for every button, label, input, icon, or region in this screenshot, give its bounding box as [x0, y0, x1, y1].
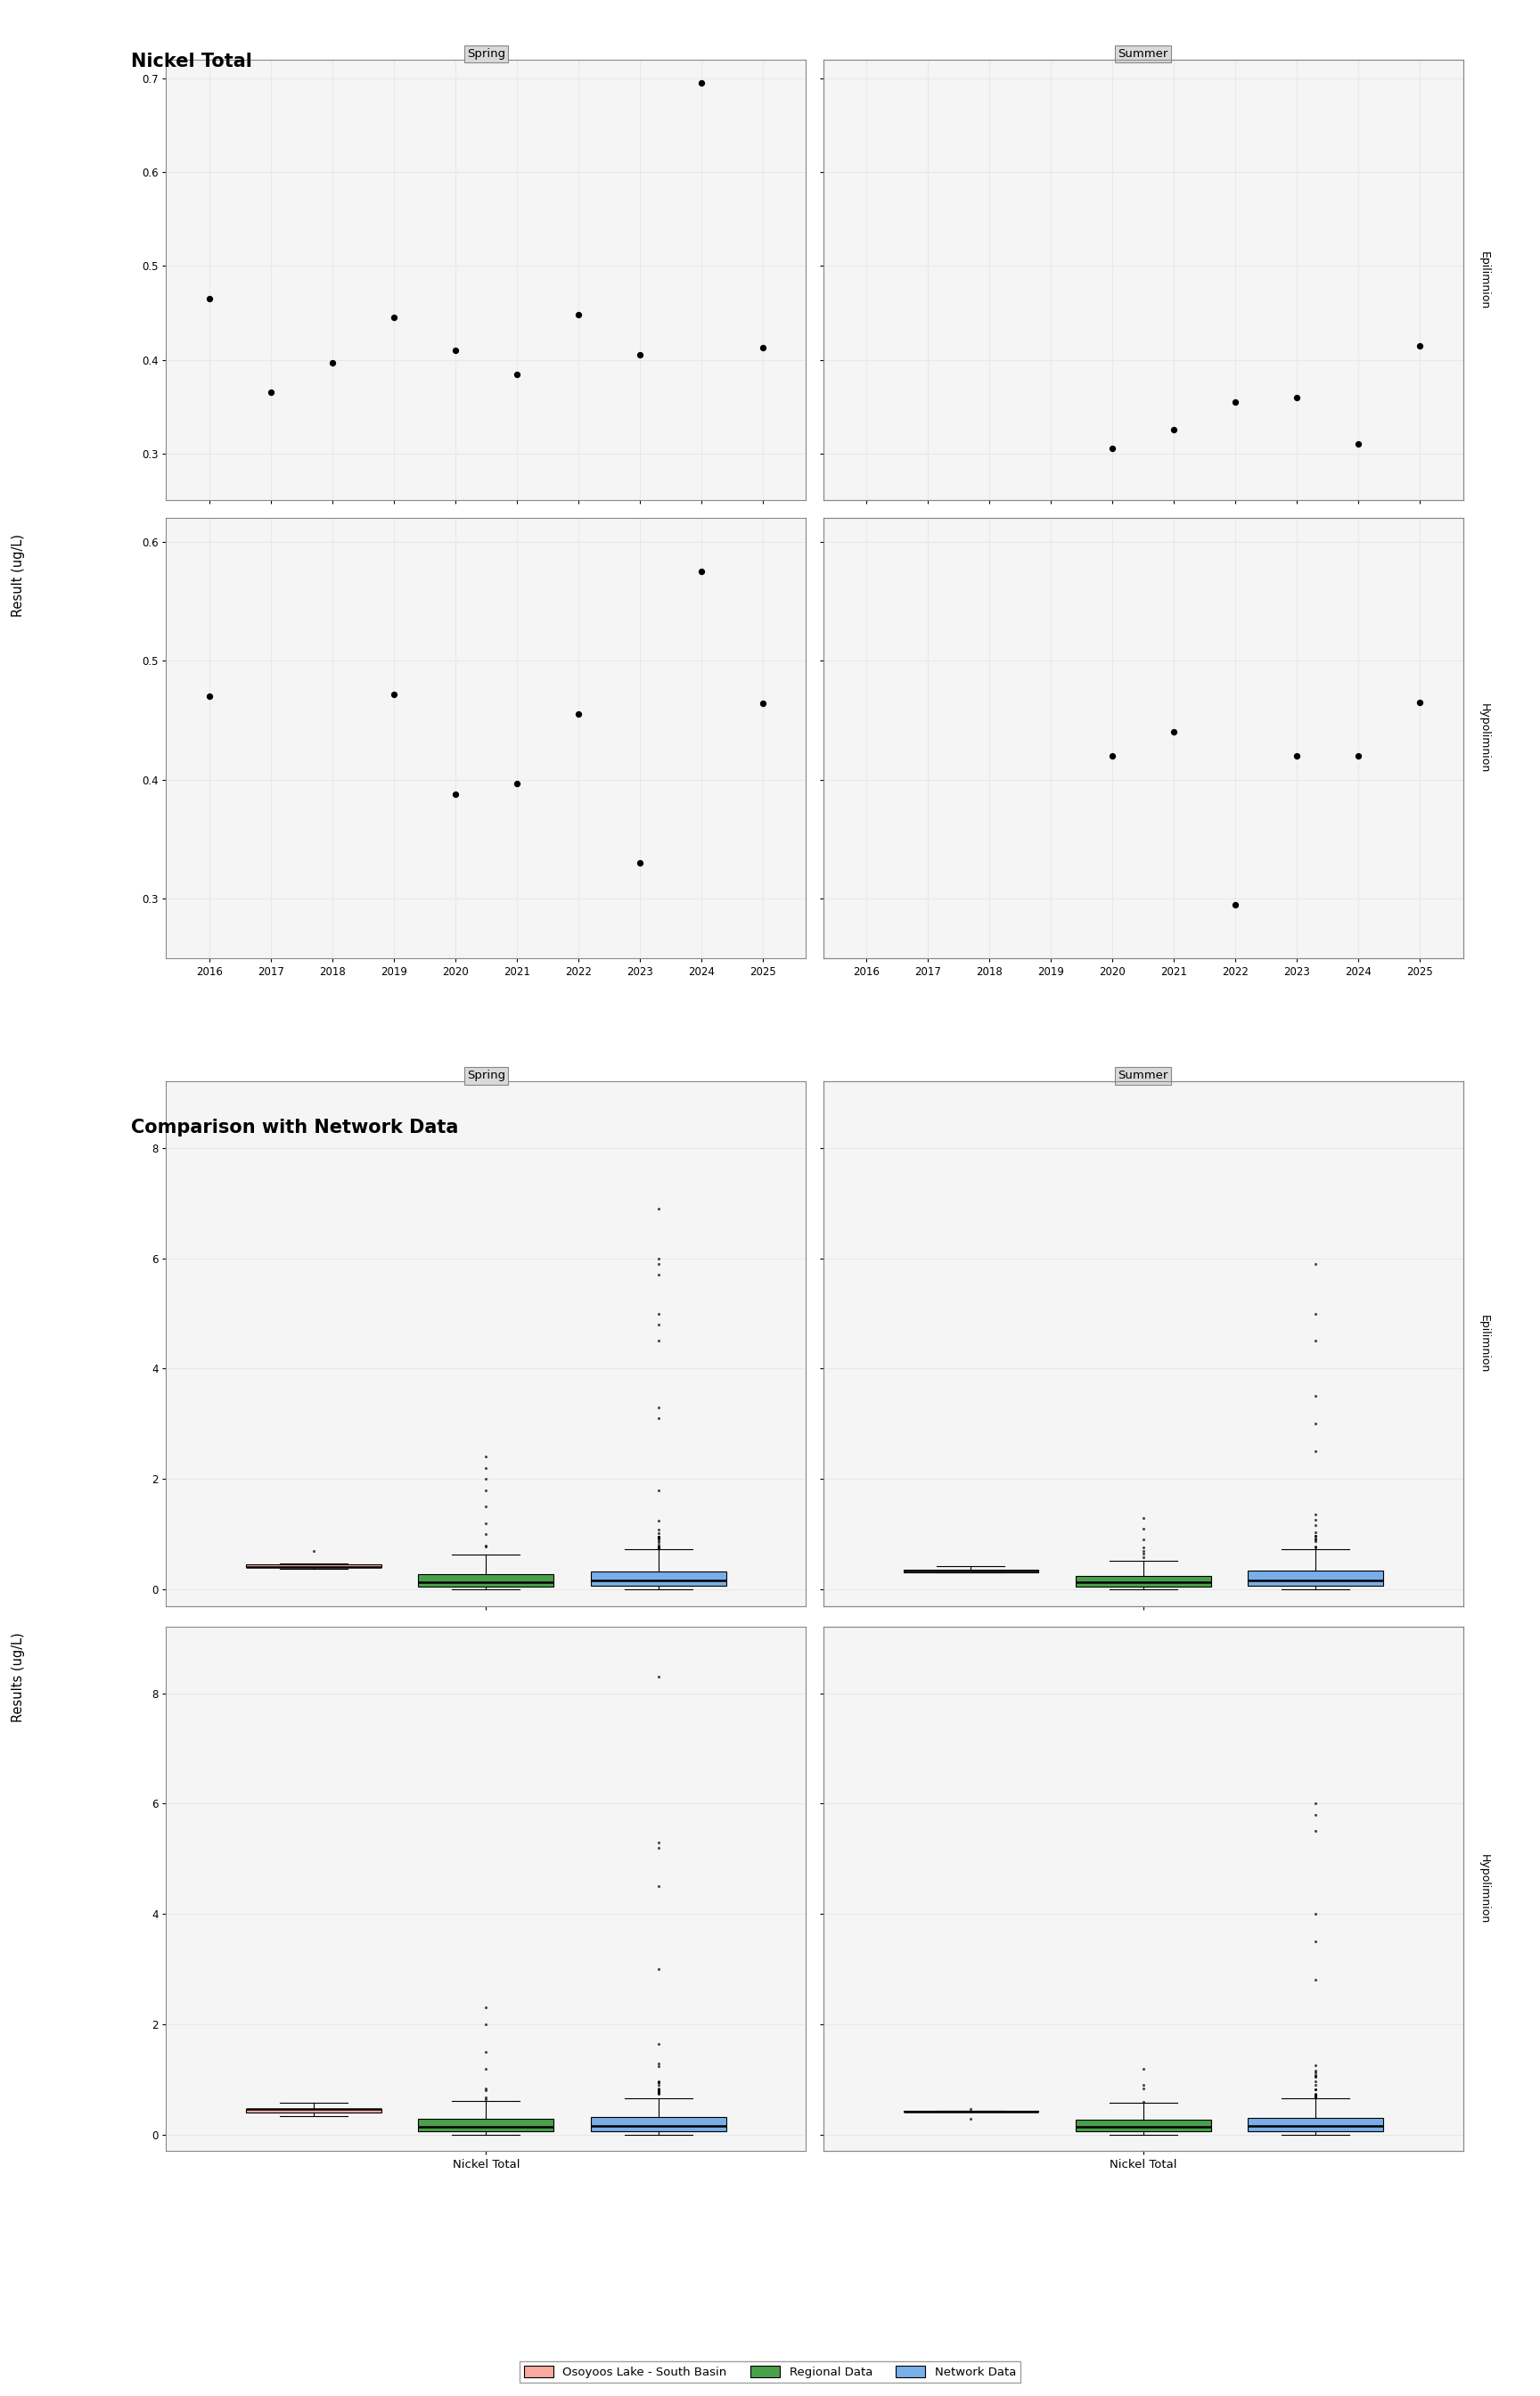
Point [382, 300, 407, 338]
Point [197, 280, 222, 319]
Point [444, 774, 468, 812]
Point [750, 685, 775, 724]
Point [567, 695, 591, 733]
Point [382, 676, 407, 714]
Text: Comparison with Network Data: Comparison with Network Data [131, 1119, 459, 1136]
Title: Summer: Summer [1118, 1071, 1169, 1081]
Title: Spring: Spring [467, 48, 505, 60]
Title: Spring: Spring [467, 1071, 505, 1081]
Point [1100, 429, 1124, 467]
Point [1408, 326, 1432, 364]
PathPatch shape [1247, 1572, 1383, 1586]
PathPatch shape [419, 1574, 554, 1586]
Point [1161, 714, 1186, 752]
Point [1284, 738, 1309, 776]
Text: Nickel Total: Nickel Total [131, 53, 253, 69]
PathPatch shape [246, 2108, 382, 2113]
Point [627, 843, 651, 882]
Point [1346, 424, 1371, 462]
PathPatch shape [1075, 2120, 1210, 2132]
Point [1408, 683, 1432, 721]
Point [1346, 738, 1371, 776]
Point [1223, 887, 1247, 925]
Legend: Osoyoos Lake - South Basin, Regional Data, Network Data: Osoyoos Lake - South Basin, Regional Dat… [519, 2360, 1021, 2384]
Point [1284, 379, 1309, 417]
Point [688, 65, 713, 103]
Point [505, 764, 530, 803]
Point [320, 343, 345, 381]
Point [567, 295, 591, 333]
PathPatch shape [246, 1565, 382, 1567]
Point [627, 335, 651, 374]
PathPatch shape [419, 2118, 554, 2132]
Point [688, 553, 713, 592]
PathPatch shape [591, 1572, 725, 1586]
PathPatch shape [1075, 1577, 1210, 1586]
Point [505, 355, 530, 393]
Text: Result (ug/L): Result (ug/L) [12, 534, 25, 616]
Point [444, 331, 468, 369]
Y-axis label: Hypolimnion: Hypolimnion [1478, 704, 1489, 774]
Text: Results (ug/L): Results (ug/L) [12, 1632, 25, 1723]
Point [1223, 383, 1247, 422]
Y-axis label: Epilimnion: Epilimnion [1478, 252, 1489, 309]
Y-axis label: Hypolimnion: Hypolimnion [1478, 1855, 1489, 1924]
Point [750, 328, 775, 367]
Title: Summer: Summer [1118, 48, 1169, 60]
PathPatch shape [904, 1569, 1038, 1572]
PathPatch shape [591, 2118, 725, 2132]
Point [259, 374, 283, 412]
Point [1161, 410, 1186, 448]
Point [197, 678, 222, 716]
Y-axis label: Epilimnion: Epilimnion [1478, 1315, 1489, 1373]
PathPatch shape [1247, 2118, 1383, 2132]
Point [1100, 738, 1124, 776]
